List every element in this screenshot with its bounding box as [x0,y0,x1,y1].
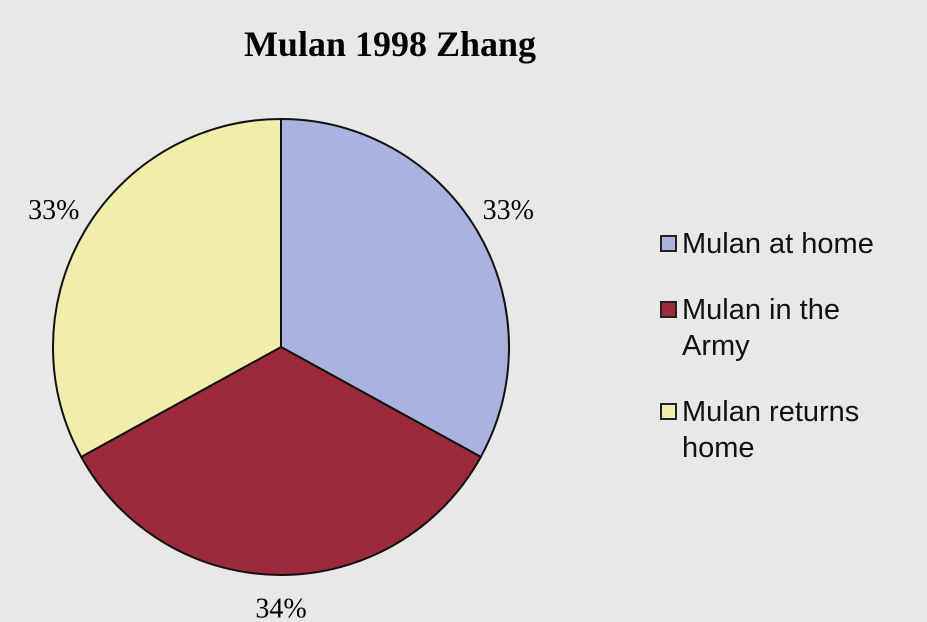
pie-slice [79,345,483,576]
legend-item: Mulan in the Army [660,292,927,364]
data-label: 33% [28,195,79,226]
data-label: 34% [255,593,306,622]
legend-item: Mulan at home [660,226,927,262]
legend-swatch [660,403,677,420]
pie-slice [280,117,510,459]
legend-label: Mulan returns home [682,396,860,464]
legend-item: Mulan returns home [660,394,927,466]
legend-swatch [660,235,677,252]
chart-title: Mulan 1998 Zhang [244,24,536,64]
pie-slice [52,117,282,459]
data-label: 33% [483,195,534,226]
legend-swatch [660,301,677,318]
legend: Mulan at home Mulan in the Army Mulan retu… [660,226,927,496]
legend-label: Mulan at home [682,228,874,260]
legend-label: Mulan in the Army [682,294,840,362]
